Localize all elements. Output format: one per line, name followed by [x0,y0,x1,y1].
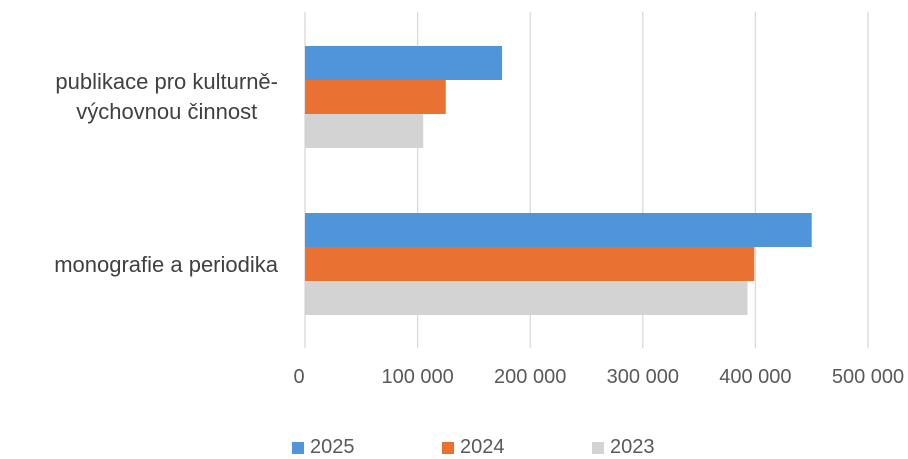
legend-label-2023: 2023 [610,436,655,458]
category-label-monografie: monografie a periodika [54,252,278,277]
x-tick-label-5: 500 000 [831,366,905,388]
x-tick-label-4: 400 000 [719,366,792,388]
legend-item-2024: 2024 [442,436,505,459]
bar-2025-cat1 [305,213,812,247]
bar-2023-cat0 [305,114,424,148]
legend-swatch-2025 [292,441,304,454]
bar-2024-cat0 [305,80,446,114]
legend-swatch-2024 [442,441,454,454]
legend-item-2025: 2025 [292,436,355,459]
bar-2023-cat1 [305,281,748,315]
x-tick-label-2: 200 000 [494,366,567,388]
x-tick-label-3: 300 000 [606,366,679,388]
legend-swatch-2023 [592,441,604,454]
bar-2025-cat0 [305,46,503,80]
x-tick-label-0: 0 [293,366,305,388]
legend-label-2025: 2025 [310,436,355,458]
legend-item-2023: 2023 [592,436,655,459]
legend-label-2024: 2024 [460,436,505,458]
x-tick-label-1: 100 000 [381,366,454,388]
category-label-publikace: publikace pro kulturně- výchovnou činnos… [55,69,278,124]
bar-2024-cat1 [305,247,755,281]
